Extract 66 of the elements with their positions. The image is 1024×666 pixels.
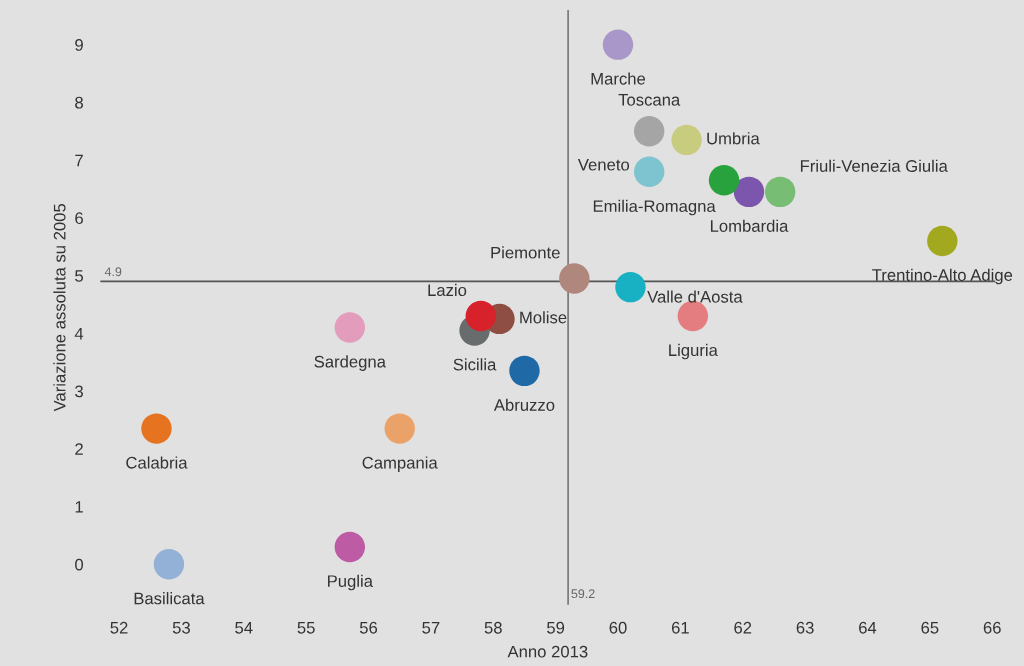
x-tick-label: 61 xyxy=(671,621,689,634)
point xyxy=(764,176,796,208)
x-tick-label: 52 xyxy=(110,621,128,634)
x-tick-label: 55 xyxy=(297,622,315,634)
point xyxy=(153,549,185,580)
x-tick-label: 66 xyxy=(983,621,1001,634)
y-tick-label: 2 xyxy=(75,443,83,455)
x-tick-label: 65 xyxy=(921,621,939,634)
annotation: Friuli-Venezia Giulia xyxy=(800,159,948,172)
annotation: Calabria xyxy=(126,456,188,469)
annotation: Valle d'Aosta xyxy=(647,290,743,303)
point xyxy=(927,225,958,257)
point xyxy=(334,312,366,343)
x-tick-label: 62 xyxy=(734,621,752,634)
annotation: Lazio xyxy=(428,283,467,297)
ref-line-label: 59.2 xyxy=(571,589,595,599)
y-tick-label: 1 xyxy=(75,501,83,513)
annotation: Emilia-Romagna xyxy=(593,199,716,216)
point xyxy=(141,413,172,444)
y-tick-label: 7 xyxy=(75,154,83,167)
y-tick-label: 4 xyxy=(74,327,84,340)
ref-line-label: 4.9 xyxy=(104,267,122,277)
annotation: Trentino-Alto Adige xyxy=(872,268,1013,285)
annotation: Basilicata xyxy=(134,592,205,605)
annotation: Liguria xyxy=(669,343,718,360)
x-tick-label: 64 xyxy=(859,621,877,634)
point xyxy=(671,124,702,156)
x-tick-label: 60 xyxy=(609,621,627,634)
x-tick-label: 54 xyxy=(235,622,253,634)
annotation: Sardegna xyxy=(314,355,386,371)
y-tick-label: 9 xyxy=(75,39,83,51)
annotation: Molise xyxy=(520,311,567,324)
point xyxy=(384,413,415,444)
point xyxy=(465,300,497,332)
x-tick-label: 63 xyxy=(796,621,814,634)
annotation: Lombardia xyxy=(710,219,789,232)
point xyxy=(615,271,646,303)
annotation: Marche xyxy=(591,72,646,85)
y-axis-title: Variazione assoluta su 2005 xyxy=(53,203,66,412)
point xyxy=(559,263,590,294)
annotation: Sicilia xyxy=(453,358,497,371)
annotation: Veneto xyxy=(577,158,630,171)
x-tick-label: 53 xyxy=(172,621,190,634)
point xyxy=(334,531,366,563)
y-tick-label: 0 xyxy=(75,558,84,571)
y-tick-label: 3 xyxy=(75,385,83,398)
x-axis-title: Anno 2013 xyxy=(507,645,588,658)
x-tick-label: 59 xyxy=(547,621,565,634)
x-tick-label: 57 xyxy=(422,622,440,634)
annotation: Puglia xyxy=(328,574,373,591)
x-tick-label: 58 xyxy=(484,621,502,634)
annotation: Umbria xyxy=(707,132,760,145)
y-tick-label: 8 xyxy=(75,96,83,109)
point xyxy=(708,165,740,196)
point xyxy=(633,116,665,147)
annotation: Piemonte xyxy=(491,246,560,259)
annotation: Abruzzo xyxy=(493,398,555,411)
point xyxy=(733,176,765,208)
point xyxy=(602,29,634,60)
point xyxy=(509,355,540,387)
y-tick-label: 5 xyxy=(75,270,83,282)
y-tick-label: 6 xyxy=(75,212,83,225)
annotation: Toscana xyxy=(618,94,681,106)
annotation: Campania xyxy=(362,456,438,472)
point xyxy=(633,156,665,187)
x-tick-label: 56 xyxy=(359,621,378,634)
